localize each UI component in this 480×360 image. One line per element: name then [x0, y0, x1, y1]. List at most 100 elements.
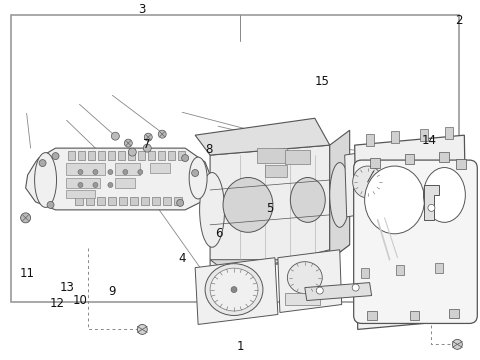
Bar	[168, 151, 175, 160]
Bar	[148, 151, 155, 160]
Circle shape	[108, 170, 113, 175]
Bar	[366, 134, 373, 146]
Circle shape	[181, 154, 189, 162]
Circle shape	[128, 148, 136, 156]
Circle shape	[78, 183, 83, 188]
Circle shape	[192, 170, 199, 176]
Bar	[163, 197, 171, 205]
Circle shape	[137, 324, 147, 334]
Text: 1: 1	[236, 340, 244, 353]
Circle shape	[144, 133, 152, 141]
Bar	[65, 178, 100, 188]
Ellipse shape	[290, 177, 325, 222]
Bar	[86, 197, 95, 205]
Bar	[150, 163, 170, 173]
Bar	[370, 158, 380, 168]
Ellipse shape	[223, 177, 273, 232]
Text: 7: 7	[143, 138, 150, 150]
Ellipse shape	[210, 268, 258, 311]
Circle shape	[177, 199, 184, 206]
Polygon shape	[330, 130, 350, 260]
Text: 5: 5	[266, 202, 274, 215]
Bar	[78, 151, 85, 160]
Text: 13: 13	[60, 281, 74, 294]
Polygon shape	[345, 148, 392, 217]
Bar	[405, 154, 415, 164]
Circle shape	[123, 170, 128, 175]
Bar	[141, 197, 149, 205]
Bar	[391, 131, 398, 143]
Circle shape	[47, 201, 54, 208]
Circle shape	[124, 139, 132, 147]
Bar	[257, 148, 287, 163]
Bar	[108, 197, 116, 205]
Text: 4: 4	[179, 252, 186, 265]
Polygon shape	[25, 148, 210, 210]
Bar	[75, 197, 84, 205]
Bar	[65, 190, 96, 198]
Circle shape	[108, 183, 113, 188]
Polygon shape	[355, 135, 467, 275]
Bar	[115, 163, 140, 175]
Ellipse shape	[365, 166, 424, 234]
Bar	[119, 151, 125, 160]
Bar	[174, 197, 182, 205]
Bar	[128, 151, 135, 160]
Bar	[456, 159, 467, 169]
Bar	[158, 151, 165, 160]
Circle shape	[111, 132, 120, 140]
Ellipse shape	[189, 157, 207, 199]
Circle shape	[158, 130, 166, 138]
Bar	[409, 311, 420, 320]
Bar	[396, 265, 404, 275]
Circle shape	[316, 287, 323, 294]
Text: 8: 8	[205, 143, 213, 156]
Bar	[69, 151, 75, 160]
Polygon shape	[195, 118, 330, 155]
Bar	[435, 263, 444, 273]
Circle shape	[21, 213, 31, 223]
Bar	[360, 268, 369, 278]
Polygon shape	[305, 283, 372, 301]
Text: 3: 3	[138, 3, 145, 16]
Text: 11: 11	[20, 267, 35, 280]
Circle shape	[452, 339, 462, 349]
Text: 12: 12	[49, 297, 65, 310]
Circle shape	[428, 204, 435, 211]
Bar	[285, 150, 310, 164]
Text: 9: 9	[108, 285, 116, 298]
Bar	[265, 165, 287, 177]
Text: 10: 10	[72, 294, 87, 307]
Circle shape	[78, 170, 83, 175]
Bar	[115, 178, 135, 188]
Bar	[138, 151, 145, 160]
Text: 14: 14	[421, 134, 436, 147]
Bar	[97, 197, 106, 205]
Polygon shape	[424, 185, 439, 220]
Bar	[152, 197, 160, 205]
Bar	[367, 311, 377, 320]
Bar	[88, 151, 96, 160]
Circle shape	[93, 170, 98, 175]
Ellipse shape	[353, 166, 383, 198]
Bar	[449, 310, 459, 319]
Circle shape	[144, 144, 151, 152]
Bar	[285, 293, 320, 305]
Circle shape	[93, 183, 98, 188]
Ellipse shape	[205, 264, 263, 315]
Ellipse shape	[330, 163, 350, 227]
Ellipse shape	[423, 167, 465, 222]
FancyBboxPatch shape	[354, 160, 477, 323]
Polygon shape	[210, 145, 330, 270]
Bar	[108, 151, 115, 160]
Polygon shape	[210, 245, 350, 275]
Bar	[130, 197, 138, 205]
Circle shape	[231, 287, 237, 293]
Bar	[445, 127, 454, 139]
Ellipse shape	[288, 262, 322, 293]
Polygon shape	[195, 258, 278, 324]
Bar	[98, 151, 106, 160]
Bar	[178, 151, 185, 160]
Bar	[420, 129, 429, 141]
Ellipse shape	[200, 172, 225, 247]
